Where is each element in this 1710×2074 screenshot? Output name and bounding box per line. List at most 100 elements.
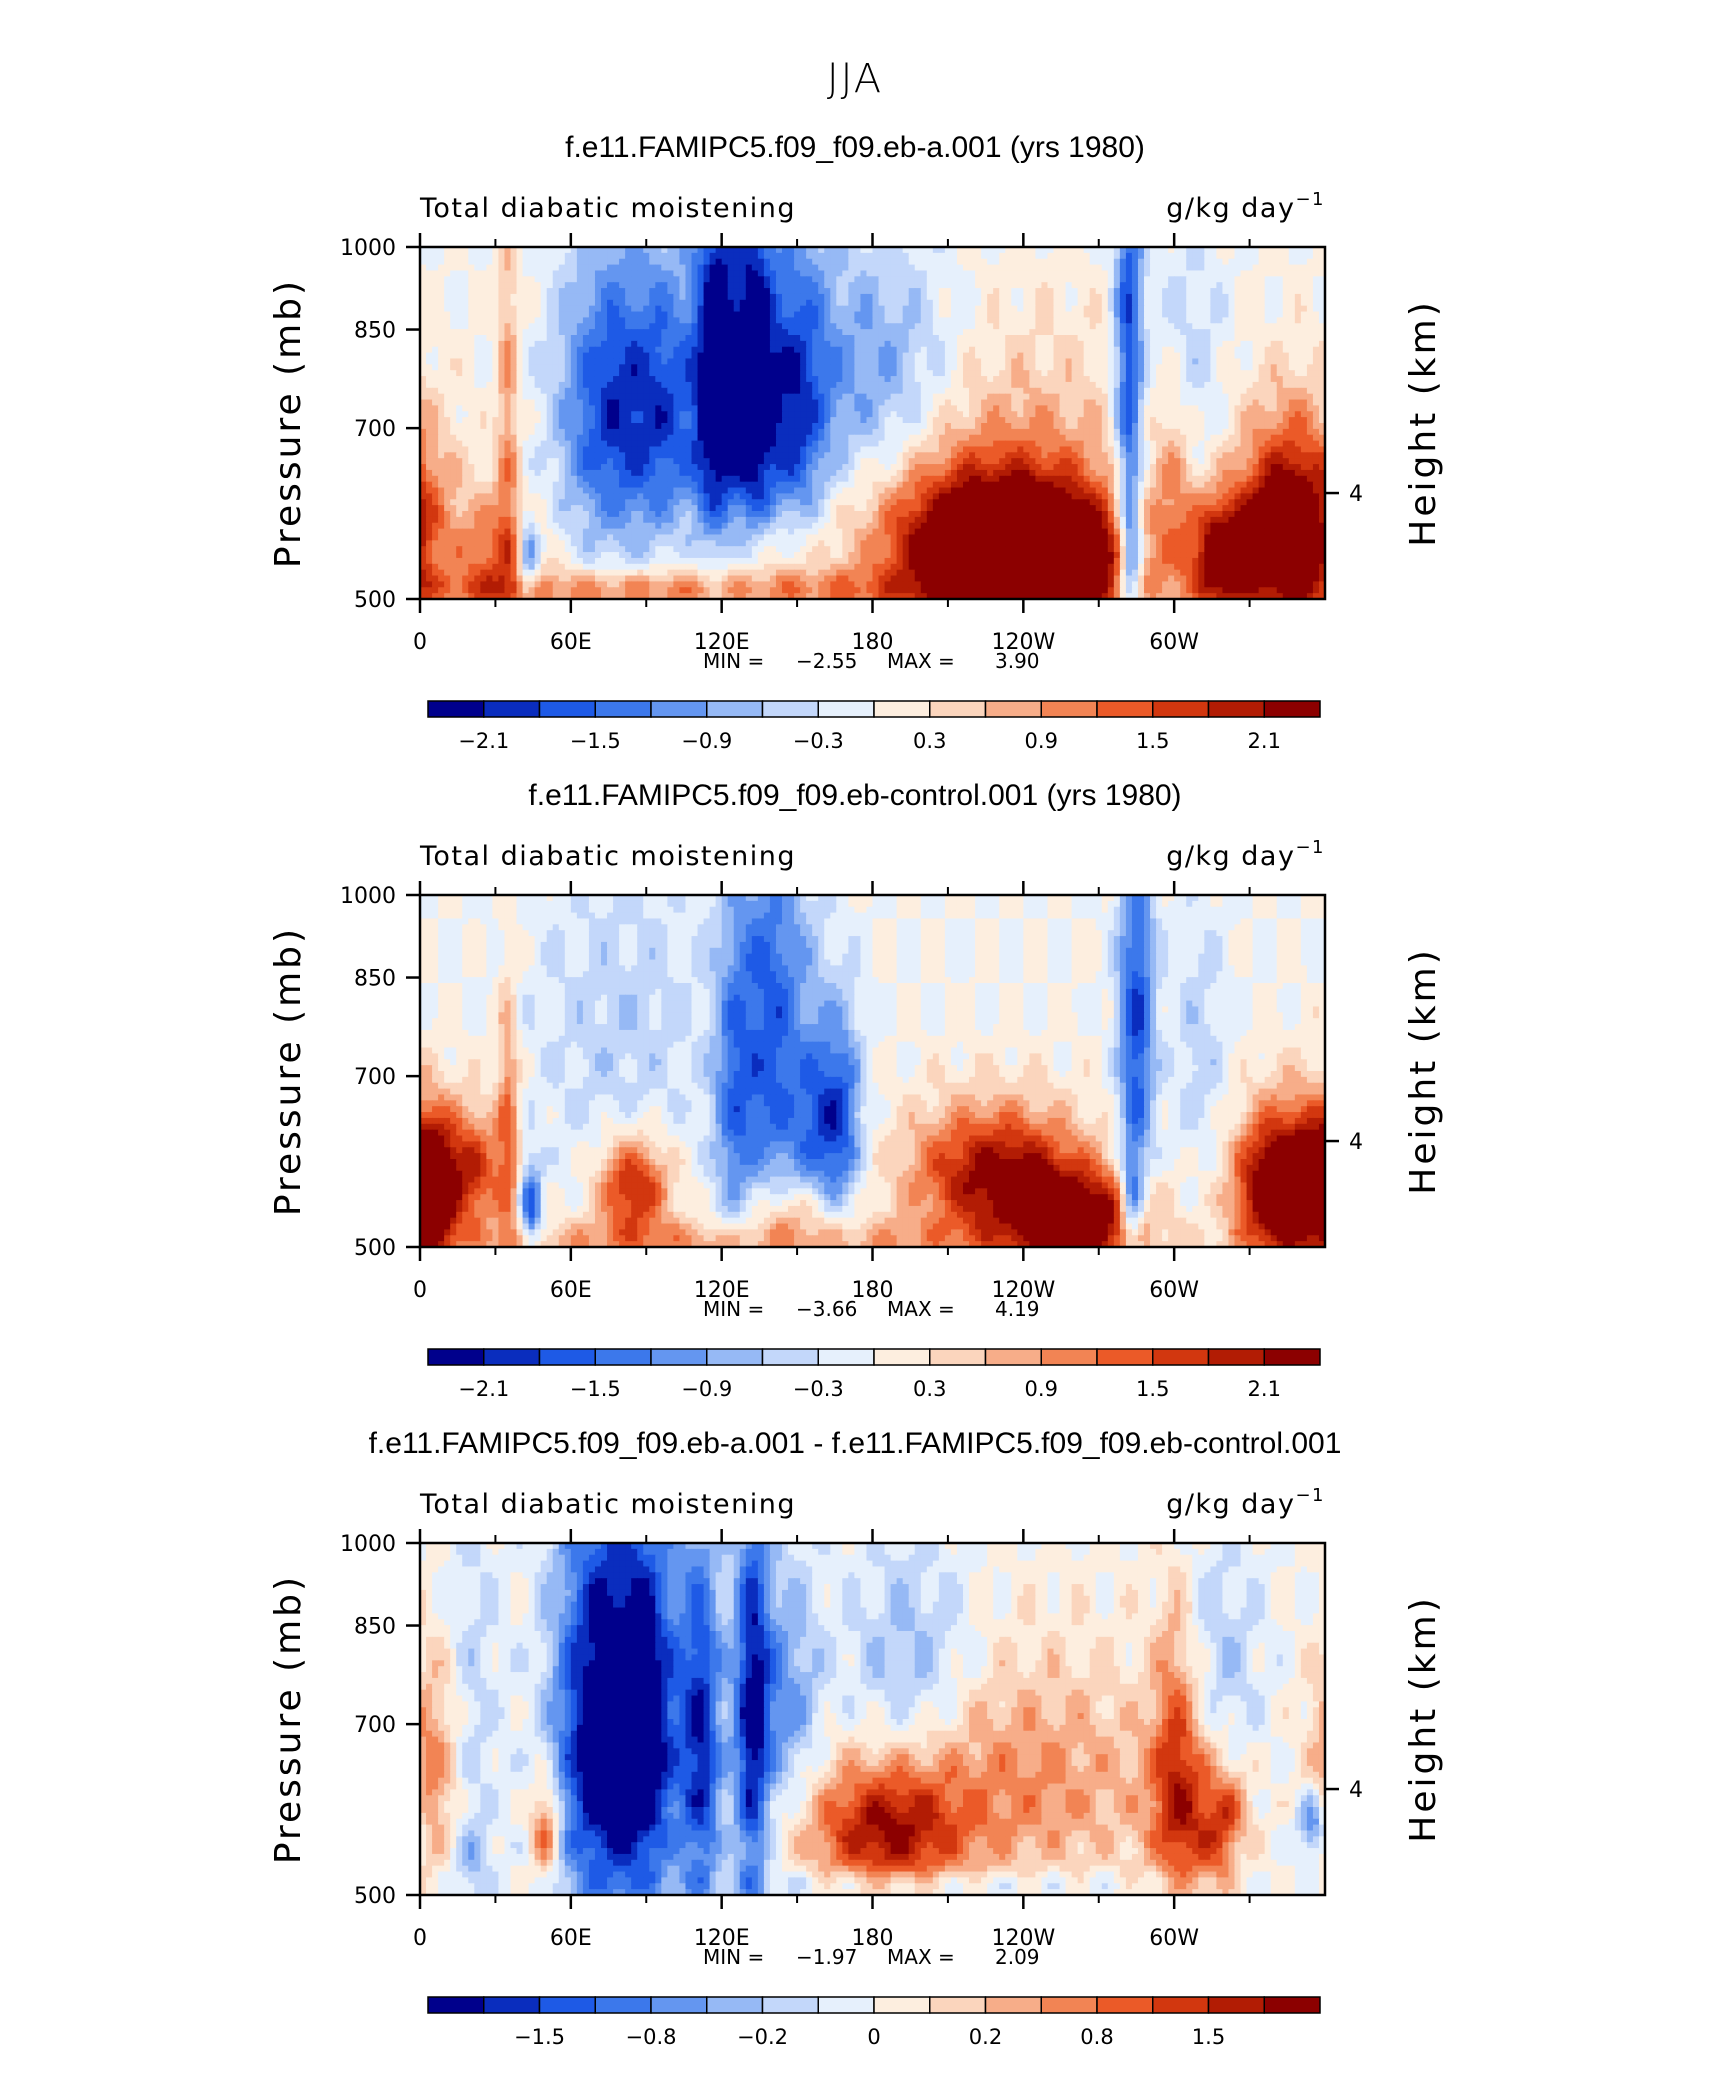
field-cell bbox=[564, 440, 572, 448]
field-cell bbox=[1294, 399, 1302, 406]
field-cell bbox=[576, 358, 584, 365]
field-cell bbox=[932, 423, 940, 430]
field-cell bbox=[655, 352, 662, 360]
field-cell bbox=[896, 370, 904, 377]
field-cell bbox=[1246, 317, 1254, 324]
field-cell bbox=[637, 387, 644, 395]
field-cell bbox=[1174, 417, 1181, 424]
field-cell bbox=[432, 258, 439, 266]
field-cell bbox=[1186, 417, 1193, 424]
field-cell bbox=[963, 311, 970, 318]
field-cell bbox=[528, 329, 536, 336]
field-cell bbox=[1258, 358, 1266, 365]
field-cell bbox=[1186, 247, 1193, 254]
field-cell bbox=[1095, 305, 1103, 313]
field-cell bbox=[570, 381, 578, 389]
field-cell bbox=[613, 428, 620, 436]
field-cell bbox=[824, 417, 831, 424]
field-cell bbox=[848, 270, 855, 277]
field-cell bbox=[872, 270, 880, 277]
field-cell bbox=[878, 299, 886, 307]
field-cell bbox=[625, 340, 632, 348]
field-cell bbox=[1294, 423, 1302, 430]
field-cell bbox=[782, 376, 789, 383]
field-cell bbox=[667, 311, 674, 318]
field-cell bbox=[637, 399, 644, 406]
field-cell bbox=[420, 346, 427, 354]
field-cell bbox=[1119, 299, 1127, 307]
field-cell bbox=[643, 364, 650, 371]
field-cell bbox=[1294, 270, 1302, 277]
field-cell bbox=[685, 358, 693, 365]
field-cell bbox=[999, 423, 1006, 430]
field-cell bbox=[1113, 370, 1121, 377]
field-cell bbox=[721, 340, 729, 348]
field-cell bbox=[691, 340, 699, 348]
field-cell bbox=[812, 282, 819, 289]
field-cell bbox=[956, 270, 964, 277]
field-cell bbox=[546, 311, 554, 318]
field-cell bbox=[1180, 299, 1187, 307]
field-cell bbox=[999, 258, 1006, 266]
field-cell bbox=[860, 376, 868, 383]
field-cell bbox=[552, 323, 560, 330]
field-cell bbox=[588, 282, 596, 289]
field-cell bbox=[1234, 247, 1242, 254]
field-cell bbox=[902, 305, 910, 313]
field-cell bbox=[1216, 387, 1224, 395]
field-cell bbox=[1294, 417, 1302, 424]
field-cell bbox=[944, 270, 952, 277]
field-cell bbox=[709, 405, 717, 412]
field-cell bbox=[1047, 288, 1055, 295]
field-cell bbox=[1306, 252, 1314, 260]
field-cell bbox=[516, 335, 524, 342]
field-cell bbox=[1029, 288, 1036, 295]
field-cell bbox=[956, 288, 964, 295]
field-cell bbox=[691, 423, 699, 430]
field-cell bbox=[450, 293, 457, 301]
field-cell bbox=[1300, 405, 1308, 412]
field-cell bbox=[528, 364, 536, 371]
field-cell bbox=[914, 393, 922, 401]
field-cell bbox=[769, 299, 777, 307]
field-cell bbox=[1005, 423, 1012, 430]
field-cell bbox=[896, 293, 904, 301]
field-cell bbox=[1065, 376, 1073, 383]
field-cell bbox=[1041, 323, 1049, 330]
field-cell bbox=[1095, 252, 1103, 260]
field-cell bbox=[932, 305, 940, 313]
field-cell bbox=[426, 399, 433, 406]
field-cell bbox=[788, 405, 795, 412]
field-cell bbox=[1095, 370, 1103, 377]
field-cell bbox=[1252, 399, 1260, 406]
field-cell bbox=[679, 252, 687, 260]
field-cell bbox=[848, 399, 855, 406]
field-cell bbox=[444, 276, 451, 283]
field-cell bbox=[649, 305, 656, 313]
field-cell bbox=[643, 264, 650, 272]
field-cell bbox=[854, 399, 862, 406]
field-cell bbox=[1023, 393, 1030, 401]
field-cell bbox=[908, 387, 916, 395]
field-cell bbox=[1186, 381, 1193, 389]
field-cell bbox=[673, 387, 681, 395]
field-cell bbox=[1131, 358, 1139, 365]
field-cell bbox=[1107, 428, 1115, 436]
field-cell bbox=[456, 317, 463, 324]
field-cell bbox=[1017, 352, 1024, 360]
field-cell bbox=[1119, 329, 1127, 336]
field-cell bbox=[1174, 352, 1181, 360]
field-cell bbox=[474, 288, 481, 295]
field-cell bbox=[806, 381, 813, 389]
field-cell bbox=[510, 323, 518, 330]
field-cell bbox=[1300, 305, 1308, 313]
field-cell bbox=[456, 323, 463, 330]
field-cell bbox=[1228, 288, 1236, 295]
field-cell bbox=[932, 293, 940, 301]
field-cell bbox=[987, 293, 994, 301]
field-cell bbox=[1216, 323, 1224, 330]
field-cell bbox=[601, 381, 608, 389]
field-cell bbox=[588, 352, 596, 360]
field-cell bbox=[794, 417, 801, 424]
field-cell bbox=[1258, 311, 1266, 318]
